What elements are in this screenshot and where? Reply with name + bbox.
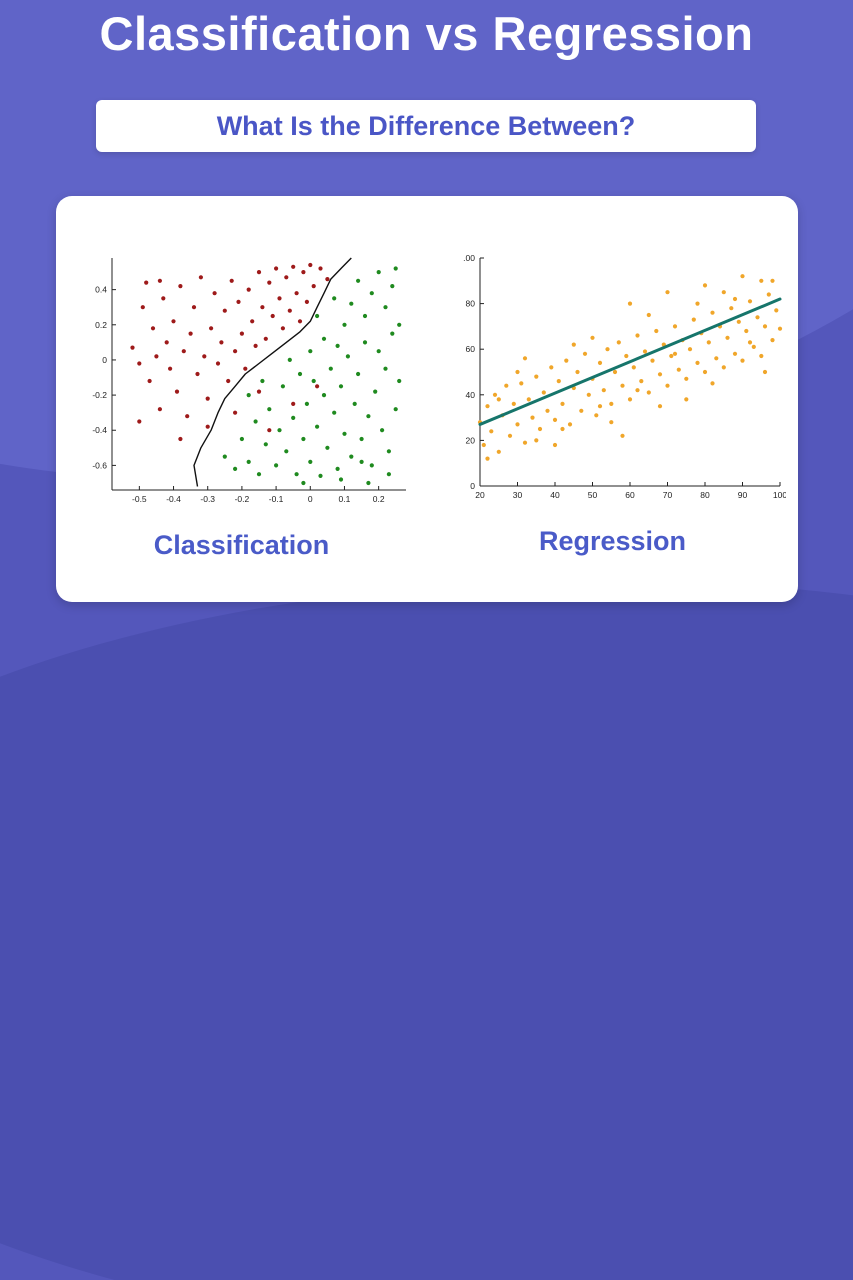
- svg-text:-0.5: -0.5: [132, 494, 147, 504]
- page-title: Classification vs Regression: [99, 7, 754, 60]
- svg-text:40: 40: [550, 490, 560, 500]
- svg-text:40: 40: [465, 390, 475, 400]
- svg-text:50: 50: [587, 490, 597, 500]
- svg-text:20: 20: [465, 435, 475, 445]
- svg-text:0: 0: [470, 481, 475, 491]
- svg-text:0: 0: [102, 355, 107, 365]
- svg-text:-0.2: -0.2: [92, 390, 107, 400]
- classification-plot: -0.5 -0.4 -0.3 -0.2 -0.1 0 0.1 0.2 0.4 0.2 0 -0.2 -0…: [71, 252, 412, 514]
- svg-text:-0.2: -0.2: [234, 494, 249, 504]
- classification-panel: -0.5 -0.4 -0.3 -0.2 -0.1 0 0.1 0.2 0.4 0.2 0 -0.2 -0…: [56, 196, 427, 602]
- background-swirl-dark: [0, 580, 853, 1280]
- svg-text:-0.4: -0.4: [92, 425, 107, 435]
- svg-text:20: 20: [475, 490, 485, 500]
- svg-text:80: 80: [700, 490, 710, 500]
- svg-text:100: 100: [772, 490, 785, 500]
- svg-text:30: 30: [512, 490, 522, 500]
- svg-text:60: 60: [465, 344, 475, 354]
- svg-text:80: 80: [465, 299, 475, 309]
- svg-text:-0.4: -0.4: [166, 494, 181, 504]
- svg-text:60: 60: [625, 490, 635, 500]
- svg-text:0.2: 0.2: [372, 494, 384, 504]
- subtitle-text: What Is the Difference Between?: [216, 110, 636, 141]
- svg-text:0.2: 0.2: [95, 320, 107, 330]
- subtitle-bar: What Is the Difference Between?: [96, 100, 756, 152]
- regression-label: Regression: [538, 526, 687, 556]
- classification-label: Classification: [153, 530, 330, 560]
- svg-text:70: 70: [662, 490, 672, 500]
- svg-text:0: 0: [307, 494, 312, 504]
- svg-text:90: 90: [737, 490, 747, 500]
- regression-panel: 20 30 40 50 60 70 80 90 100 0 20 40 60 80.00 Regressi…: [427, 196, 798, 602]
- svg-text:-0.3: -0.3: [200, 494, 215, 504]
- svg-text:0.1: 0.1: [338, 494, 350, 504]
- svg-text:.00: .00: [463, 253, 475, 263]
- svg-text:-0.6: -0.6: [92, 460, 107, 470]
- svg-text:-0.1: -0.1: [268, 494, 283, 504]
- content-card: -0.5 -0.4 -0.3 -0.2 -0.1 0 0.1 0.2 0.4 0.2 0 -0.2 -0…: [56, 196, 798, 602]
- svg-text:0.4: 0.4: [95, 285, 107, 295]
